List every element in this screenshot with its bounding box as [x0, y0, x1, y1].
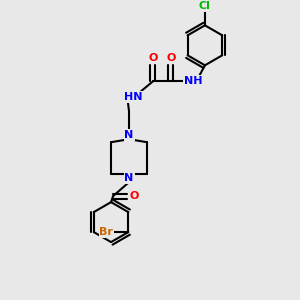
Text: Br: Br	[99, 227, 113, 237]
Text: N: N	[124, 130, 134, 140]
Text: HN: HN	[124, 92, 142, 102]
Text: N: N	[124, 173, 134, 183]
Text: O: O	[166, 53, 176, 63]
Text: NH: NH	[184, 76, 202, 86]
Text: Cl: Cl	[199, 2, 211, 11]
Text: O: O	[129, 191, 139, 201]
Text: O: O	[148, 53, 158, 63]
